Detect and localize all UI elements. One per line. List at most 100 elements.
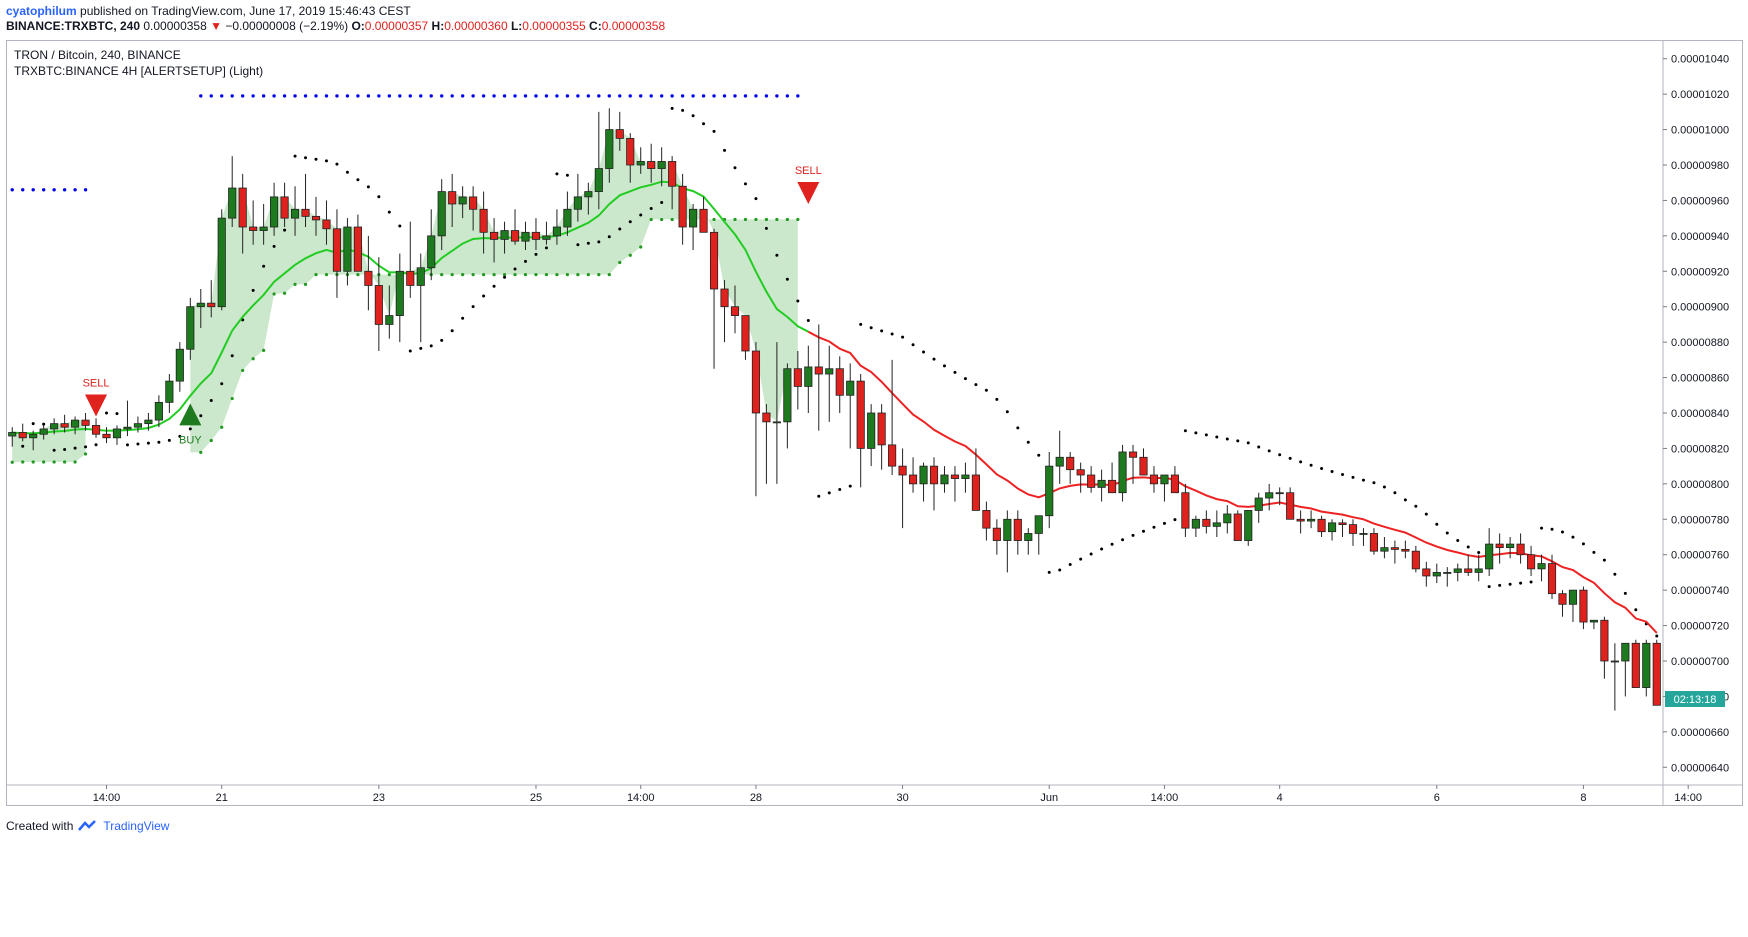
- candle-body: [217, 217, 226, 308]
- publish-info: cyatophilum published on TradingView.com…: [6, 4, 411, 18]
- candle-body: [175, 348, 184, 382]
- time-tick-label: 21: [216, 792, 228, 804]
- sar-dot: [1414, 504, 1418, 508]
- symbol-label: BINANCE:TRXBTC, 240: [6, 19, 141, 33]
- candle: [154, 395, 163, 428]
- sar-dot: [817, 494, 821, 498]
- candle-body: [343, 226, 352, 272]
- candle: [772, 342, 781, 484]
- trailing-stop-dot: [597, 273, 601, 277]
- trailing-stop-dot: [31, 460, 35, 464]
- candle: [290, 186, 300, 236]
- sar-dot: [73, 446, 77, 450]
- candle-body: [1589, 619, 1598, 623]
- candle: [1160, 474, 1169, 502]
- candle-body: [102, 433, 111, 439]
- level-dot: [492, 94, 496, 98]
- level-dot: [691, 94, 695, 98]
- indicator-legend[interactable]: TRXBTC:BINANCE 4H [ALERTSETUP] (Light): [14, 64, 264, 78]
- candle-body: [1652, 642, 1661, 706]
- price-tick-label: 0.00001020: [1671, 89, 1729, 101]
- candle: [8, 427, 17, 447]
- level-dot: [607, 94, 611, 98]
- sar-dot: [419, 346, 423, 350]
- candle: [510, 209, 520, 245]
- candle-body: [961, 474, 970, 479]
- candle-body: [1547, 563, 1557, 595]
- candle-body: [594, 168, 603, 192]
- sar-dot: [890, 332, 894, 336]
- level-dot: [209, 94, 213, 98]
- level-dot: [502, 94, 507, 98]
- tradingview-brand[interactable]: TradingView: [103, 819, 170, 833]
- candle: [1076, 462, 1085, 493]
- sar-dot: [974, 383, 978, 387]
- sar-dot: [21, 444, 25, 448]
- candle-body: [311, 215, 321, 221]
- sar-dot: [157, 440, 161, 444]
- sar-dot: [1204, 433, 1208, 437]
- sar-dot: [52, 448, 56, 452]
- candle-body: [1128, 451, 1138, 458]
- level-dot: [366, 94, 371, 98]
- sar-dot: [324, 159, 328, 163]
- sar-dot: [1529, 580, 1533, 584]
- trailing-stop-dot: [303, 282, 308, 287]
- sar-dot: [1393, 491, 1397, 495]
- candle: [1003, 510, 1012, 573]
- candle: [531, 218, 541, 251]
- candle: [950, 466, 960, 502]
- candle: [1128, 444, 1138, 484]
- sar-dot: [230, 354, 234, 358]
- level-dot: [261, 94, 266, 98]
- sar-dot: [984, 388, 988, 392]
- level-dot: [314, 94, 318, 98]
- candle-body: [1286, 492, 1295, 520]
- current-price-tag: [1665, 691, 1725, 707]
- candle: [165, 374, 174, 413]
- level-dot: [680, 94, 685, 98]
- sar-dot: [125, 443, 129, 447]
- sar-dot: [1581, 542, 1585, 546]
- level-dot: [335, 94, 339, 98]
- candle-body: [521, 231, 530, 242]
- candle: [1317, 515, 1326, 537]
- moving-average-up: [12, 180, 809, 435]
- chart-frame[interactable]: [6, 40, 1743, 806]
- candle-body: [1359, 533, 1368, 535]
- candle-body: [322, 219, 331, 230]
- candle-body: [1527, 554, 1536, 570]
- sar-dot: [911, 343, 915, 347]
- candle-body: [374, 285, 383, 325]
- change-down-icon: ▼: [210, 19, 222, 33]
- candle: [207, 280, 216, 318]
- sar-dot: [1110, 542, 1114, 546]
- candle: [490, 218, 499, 263]
- candle: [961, 462, 970, 493]
- sar-dot: [1142, 529, 1146, 533]
- candle: [1223, 505, 1232, 534]
- candle-body: [636, 161, 645, 166]
- sar-dot: [1341, 473, 1345, 477]
- sar-dot: [576, 243, 580, 247]
- price-tick-label: 0.00000980: [1671, 160, 1729, 172]
- candle-body: [8, 432, 17, 437]
- candle: [458, 186, 467, 219]
- sar-dot: [764, 226, 768, 230]
- sar-dot: [859, 322, 863, 326]
- candle-body: [133, 423, 142, 428]
- sar-dot: [586, 241, 590, 245]
- candle-body: [1212, 522, 1221, 527]
- sar-dot: [1299, 460, 1303, 464]
- candle: [1516, 533, 1525, 564]
- sar-dot: [1560, 530, 1564, 534]
- candle: [762, 404, 771, 484]
- candle-body: [1013, 518, 1022, 541]
- level-dot: [722, 94, 727, 98]
- sar-dot: [1445, 531, 1449, 535]
- author-link[interactable]: cyatophilum: [6, 4, 77, 18]
- candle: [364, 235, 373, 311]
- trailing-stop-dot: [628, 253, 632, 257]
- candle-body: [1149, 474, 1159, 485]
